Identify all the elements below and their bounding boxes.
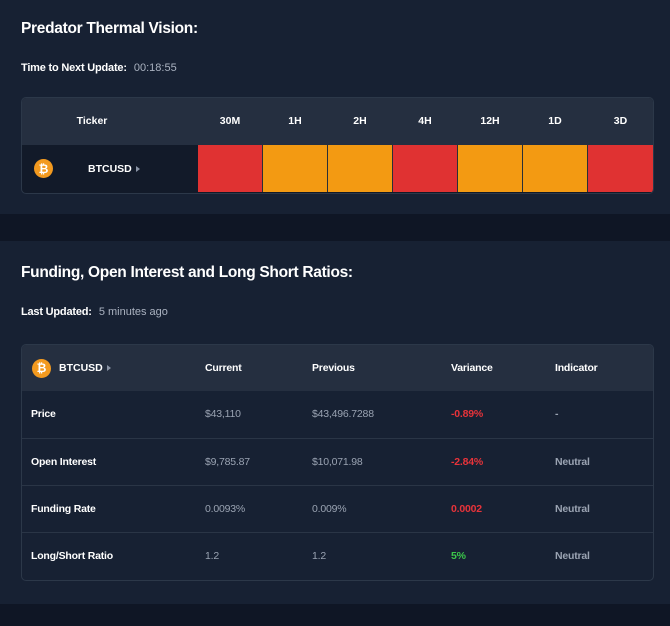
bitcoin-icon: ₿ xyxy=(34,159,53,178)
variance-value: -0.89% xyxy=(451,408,484,420)
table-row: Funding Rate 0.0093% 0.009% 0.0002 Neutr… xyxy=(22,485,653,533)
indicator-value: Neutral xyxy=(555,550,590,562)
indicator-value: - xyxy=(555,408,559,420)
heat-cell-2h xyxy=(328,145,393,192)
variance-value: 0.0002 xyxy=(451,503,482,515)
table-row: Long/Short Ratio 1.2 1.2 5% Neutral xyxy=(22,532,653,580)
timeframe-header-1d: 1D xyxy=(548,115,562,127)
previous-value: $10,071.98 xyxy=(312,456,363,468)
timeframe-header-3d: 3D xyxy=(613,115,628,127)
funding-table-header: ₿ BTCUSD Current Previous Variance Indic… xyxy=(22,345,653,391)
heat-cell-4h xyxy=(393,145,458,192)
variance-value: -2.84% xyxy=(451,456,484,468)
indicator-value: Neutral xyxy=(555,503,590,515)
caret-right-icon xyxy=(106,365,111,372)
current-value: 0.0093% xyxy=(205,503,246,515)
ticker-label[interactable]: BTCUSD xyxy=(59,362,111,374)
previous-value: 1.2 xyxy=(312,550,326,562)
next-update-countdown: 00:18:55 xyxy=(133,62,177,74)
heat-cell-1d xyxy=(523,145,588,192)
table-row: Price $43,110 $43,496.7288 -0.89% - xyxy=(22,391,653,438)
current-value: $43,110 xyxy=(205,408,241,420)
row-label: Price xyxy=(31,408,56,420)
thermal-table-header: Ticker 30M 1H 2H 4H 12H 1D 3D xyxy=(22,98,653,145)
row-label: Funding Rate xyxy=(31,503,96,515)
heat-cell-3d xyxy=(588,145,653,192)
timeframe-header-30m: 30M xyxy=(219,115,241,127)
ticker-link-btcusd[interactable]: ₿ BTCUSD xyxy=(32,345,111,391)
funding-table: ₿ BTCUSD Current Previous Variance Indic… xyxy=(21,344,654,581)
row-label: Long/Short Ratio xyxy=(31,550,113,562)
column-header-current: Current xyxy=(205,362,242,374)
previous-value: 0.009% xyxy=(312,503,347,515)
indicator-value: Neutral xyxy=(555,456,590,468)
bitcoin-icon: ₿ xyxy=(32,358,51,378)
current-value: $9,785.87 xyxy=(205,456,250,468)
heat-cell-1h xyxy=(263,145,328,192)
next-update-label: Time to Next Update: xyxy=(21,62,127,74)
ticker-column-header: Ticker xyxy=(76,115,108,127)
ticker-link-btcusd[interactable]: ₿ BTCUSD xyxy=(22,145,197,192)
thermal-vision-title: Predator Thermal Vision: xyxy=(21,20,198,37)
column-header-previous: Previous xyxy=(312,362,355,374)
last-updated-info: Last Updated: 5 minutes ago xyxy=(21,306,168,318)
timeframe-header-2h: 2H xyxy=(353,115,367,127)
variance-value: 5% xyxy=(451,550,466,562)
column-header-variance: Variance xyxy=(451,362,493,374)
timeframe-header-1h: 1H xyxy=(288,115,302,127)
ticker-label[interactable]: BTCUSD xyxy=(88,163,140,175)
column-header-indicator: Indicator xyxy=(555,362,598,374)
timeframe-header-4h: 4H xyxy=(418,115,432,127)
funding-title: Funding, Open Interest and Long Short Ra… xyxy=(21,264,353,281)
last-updated-value: 5 minutes ago xyxy=(98,306,168,318)
next-update-info: Time to Next Update: 00:18:55 xyxy=(21,62,177,74)
caret-right-icon xyxy=(135,165,140,172)
previous-value: $43,496.7288 xyxy=(312,408,374,420)
thermal-row-btcusd: ₿ BTCUSD xyxy=(22,145,653,192)
thermal-table: Ticker 30M 1H 2H 4H 12H 1D 3D ₿ BTCUSD xyxy=(21,97,654,194)
funding-panel: Funding, Open Interest and Long Short Ra… xyxy=(0,241,670,604)
row-label: Open Interest xyxy=(31,456,97,468)
heat-cell-30m xyxy=(198,145,263,192)
table-row: Open Interest $9,785.87 $10,071.98 -2.84… xyxy=(22,438,653,486)
last-updated-label: Last Updated: xyxy=(21,306,92,318)
thermal-vision-panel: Predator Thermal Vision: Time to Next Up… xyxy=(0,0,670,214)
timeframe-header-12h: 12H xyxy=(480,115,500,127)
current-value: 1.2 xyxy=(205,550,219,562)
heat-cell-12h xyxy=(458,145,523,192)
